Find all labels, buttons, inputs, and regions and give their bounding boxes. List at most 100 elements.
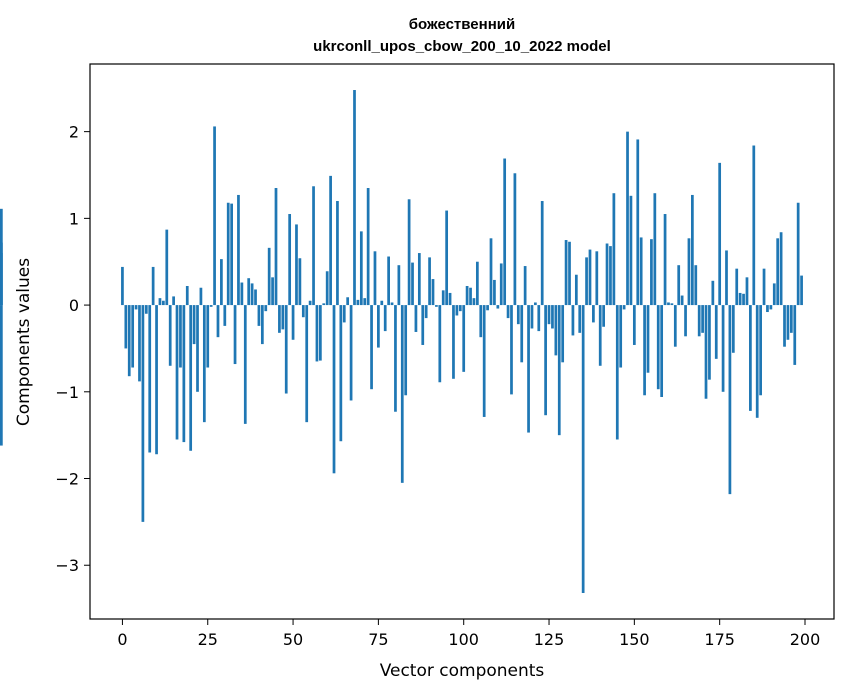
bar-component-2 [127, 305, 131, 377]
bar-component-103 [472, 298, 476, 306]
bar-component-81 [397, 265, 401, 306]
bar-component-21 [192, 305, 196, 345]
bar-component-42 [264, 305, 268, 312]
bar-component-171 [704, 305, 708, 399]
bar-component-31 [226, 202, 230, 306]
bar-component-140 [598, 305, 602, 366]
bar-component-69 [356, 299, 360, 306]
bar-component-34 [237, 194, 240, 306]
bar-component-136 [585, 257, 588, 306]
bar-component-168 [694, 265, 698, 306]
bar-component-75 [377, 305, 380, 348]
bar-component-82 [400, 305, 404, 483]
bar-component-175 [718, 162, 722, 306]
bar-component-157 [656, 305, 660, 390]
bar-component-196 [789, 305, 793, 333]
bar-component-116 [516, 305, 520, 325]
bar-component-183 [745, 277, 749, 306]
bar-component-40 [257, 305, 261, 326]
y-axis-label: Components values [14, 258, 34, 426]
bar-component-111 [499, 263, 503, 306]
bar-component-152 [639, 237, 643, 306]
bar-component-150 [632, 305, 636, 345]
bar-component-80 [394, 305, 397, 412]
bar-component-174 [714, 305, 718, 359]
bar-component-159 [663, 214, 667, 306]
bar-component-20 [189, 305, 193, 451]
bar-component-187 [759, 305, 762, 396]
bar-component-35 [240, 282, 244, 306]
bar-component-180 [735, 268, 739, 306]
bar-component-37 [247, 278, 251, 306]
bar-component-68 [353, 90, 356, 306]
bar-component-93 [438, 305, 442, 383]
bar-component-63 [336, 201, 339, 306]
bar-component-12 [162, 300, 165, 306]
bar-component-48 [284, 305, 288, 394]
bar-component-166 [687, 238, 691, 306]
bar-component-58 [319, 305, 322, 361]
chart-title: божественний ukrconll_upos_cbow_200_10_2… [313, 16, 611, 55]
bar-component-44 [271, 277, 274, 306]
bar-component-124 [544, 305, 547, 416]
bar-component-84 [407, 199, 411, 306]
y-tick-label: 0 [69, 296, 79, 315]
bar-component-99 [458, 305, 462, 312]
y-tick-label: −3 [55, 556, 79, 575]
bar-component-165 [684, 305, 687, 337]
bar-component-92 [435, 305, 438, 307]
bar-component-163 [677, 265, 681, 306]
bar-component-18 [182, 305, 186, 443]
bar-component-70 [359, 231, 363, 306]
bar-component-149 [629, 195, 633, 306]
bar-component-76 [380, 300, 384, 306]
bar-component-52 [298, 258, 302, 306]
bar-component-126 [551, 305, 554, 329]
bar-component-3 [131, 305, 135, 368]
bar-component-161 [670, 303, 674, 306]
bar-component-51 [295, 224, 298, 306]
bar-component-100 [462, 305, 466, 372]
bar-component-181 [738, 292, 742, 306]
bar-component-120 [530, 305, 534, 329]
bar-component-61 [329, 175, 332, 306]
bar-component-26 [209, 305, 213, 307]
x-axis-ticks: 0 25 50 75 100 125 150 175 200 [117, 619, 820, 649]
bar-component-130 [564, 240, 568, 306]
bar-component-198 [796, 202, 800, 306]
x-tick-label: 200 [790, 630, 821, 649]
bar-component-49 [288, 214, 292, 306]
bar-component-138 [592, 305, 595, 323]
bar-component-7 [144, 305, 148, 314]
bar-component-182 [742, 293, 745, 306]
bar-component-32 [230, 203, 233, 306]
bar-component-115 [513, 173, 517, 306]
bar-component-114 [510, 305, 513, 395]
bar-component-67 [349, 305, 353, 401]
bar-component-134 [578, 305, 582, 333]
bar-component-5 [138, 305, 141, 382]
bar-component-38 [250, 283, 254, 306]
bar-component-122 [537, 305, 541, 332]
bar-component-39 [254, 289, 257, 306]
bar-component-85 [411, 262, 414, 306]
bar-component-133 [574, 274, 578, 306]
bar-component-83 [404, 305, 408, 396]
bar-component-158 [660, 305, 664, 397]
bar-component-176 [721, 305, 725, 392]
bar-component-106 [482, 305, 486, 417]
bar-component-153 [643, 305, 646, 396]
bar-component-194 [783, 305, 786, 347]
y-tick-label: −1 [55, 383, 79, 402]
bar-component-146 [619, 305, 623, 368]
y-tick-label: 2 [69, 123, 79, 142]
bar-component-73 [370, 305, 373, 390]
bar-component-24 [202, 305, 206, 423]
bar-component-139 [595, 251, 599, 306]
bar-component-94 [441, 290, 445, 306]
bar-component-170 [701, 305, 704, 333]
bar-component-4 [134, 305, 138, 310]
bar-component-79 [390, 302, 394, 306]
bar-component-101 [465, 286, 469, 306]
